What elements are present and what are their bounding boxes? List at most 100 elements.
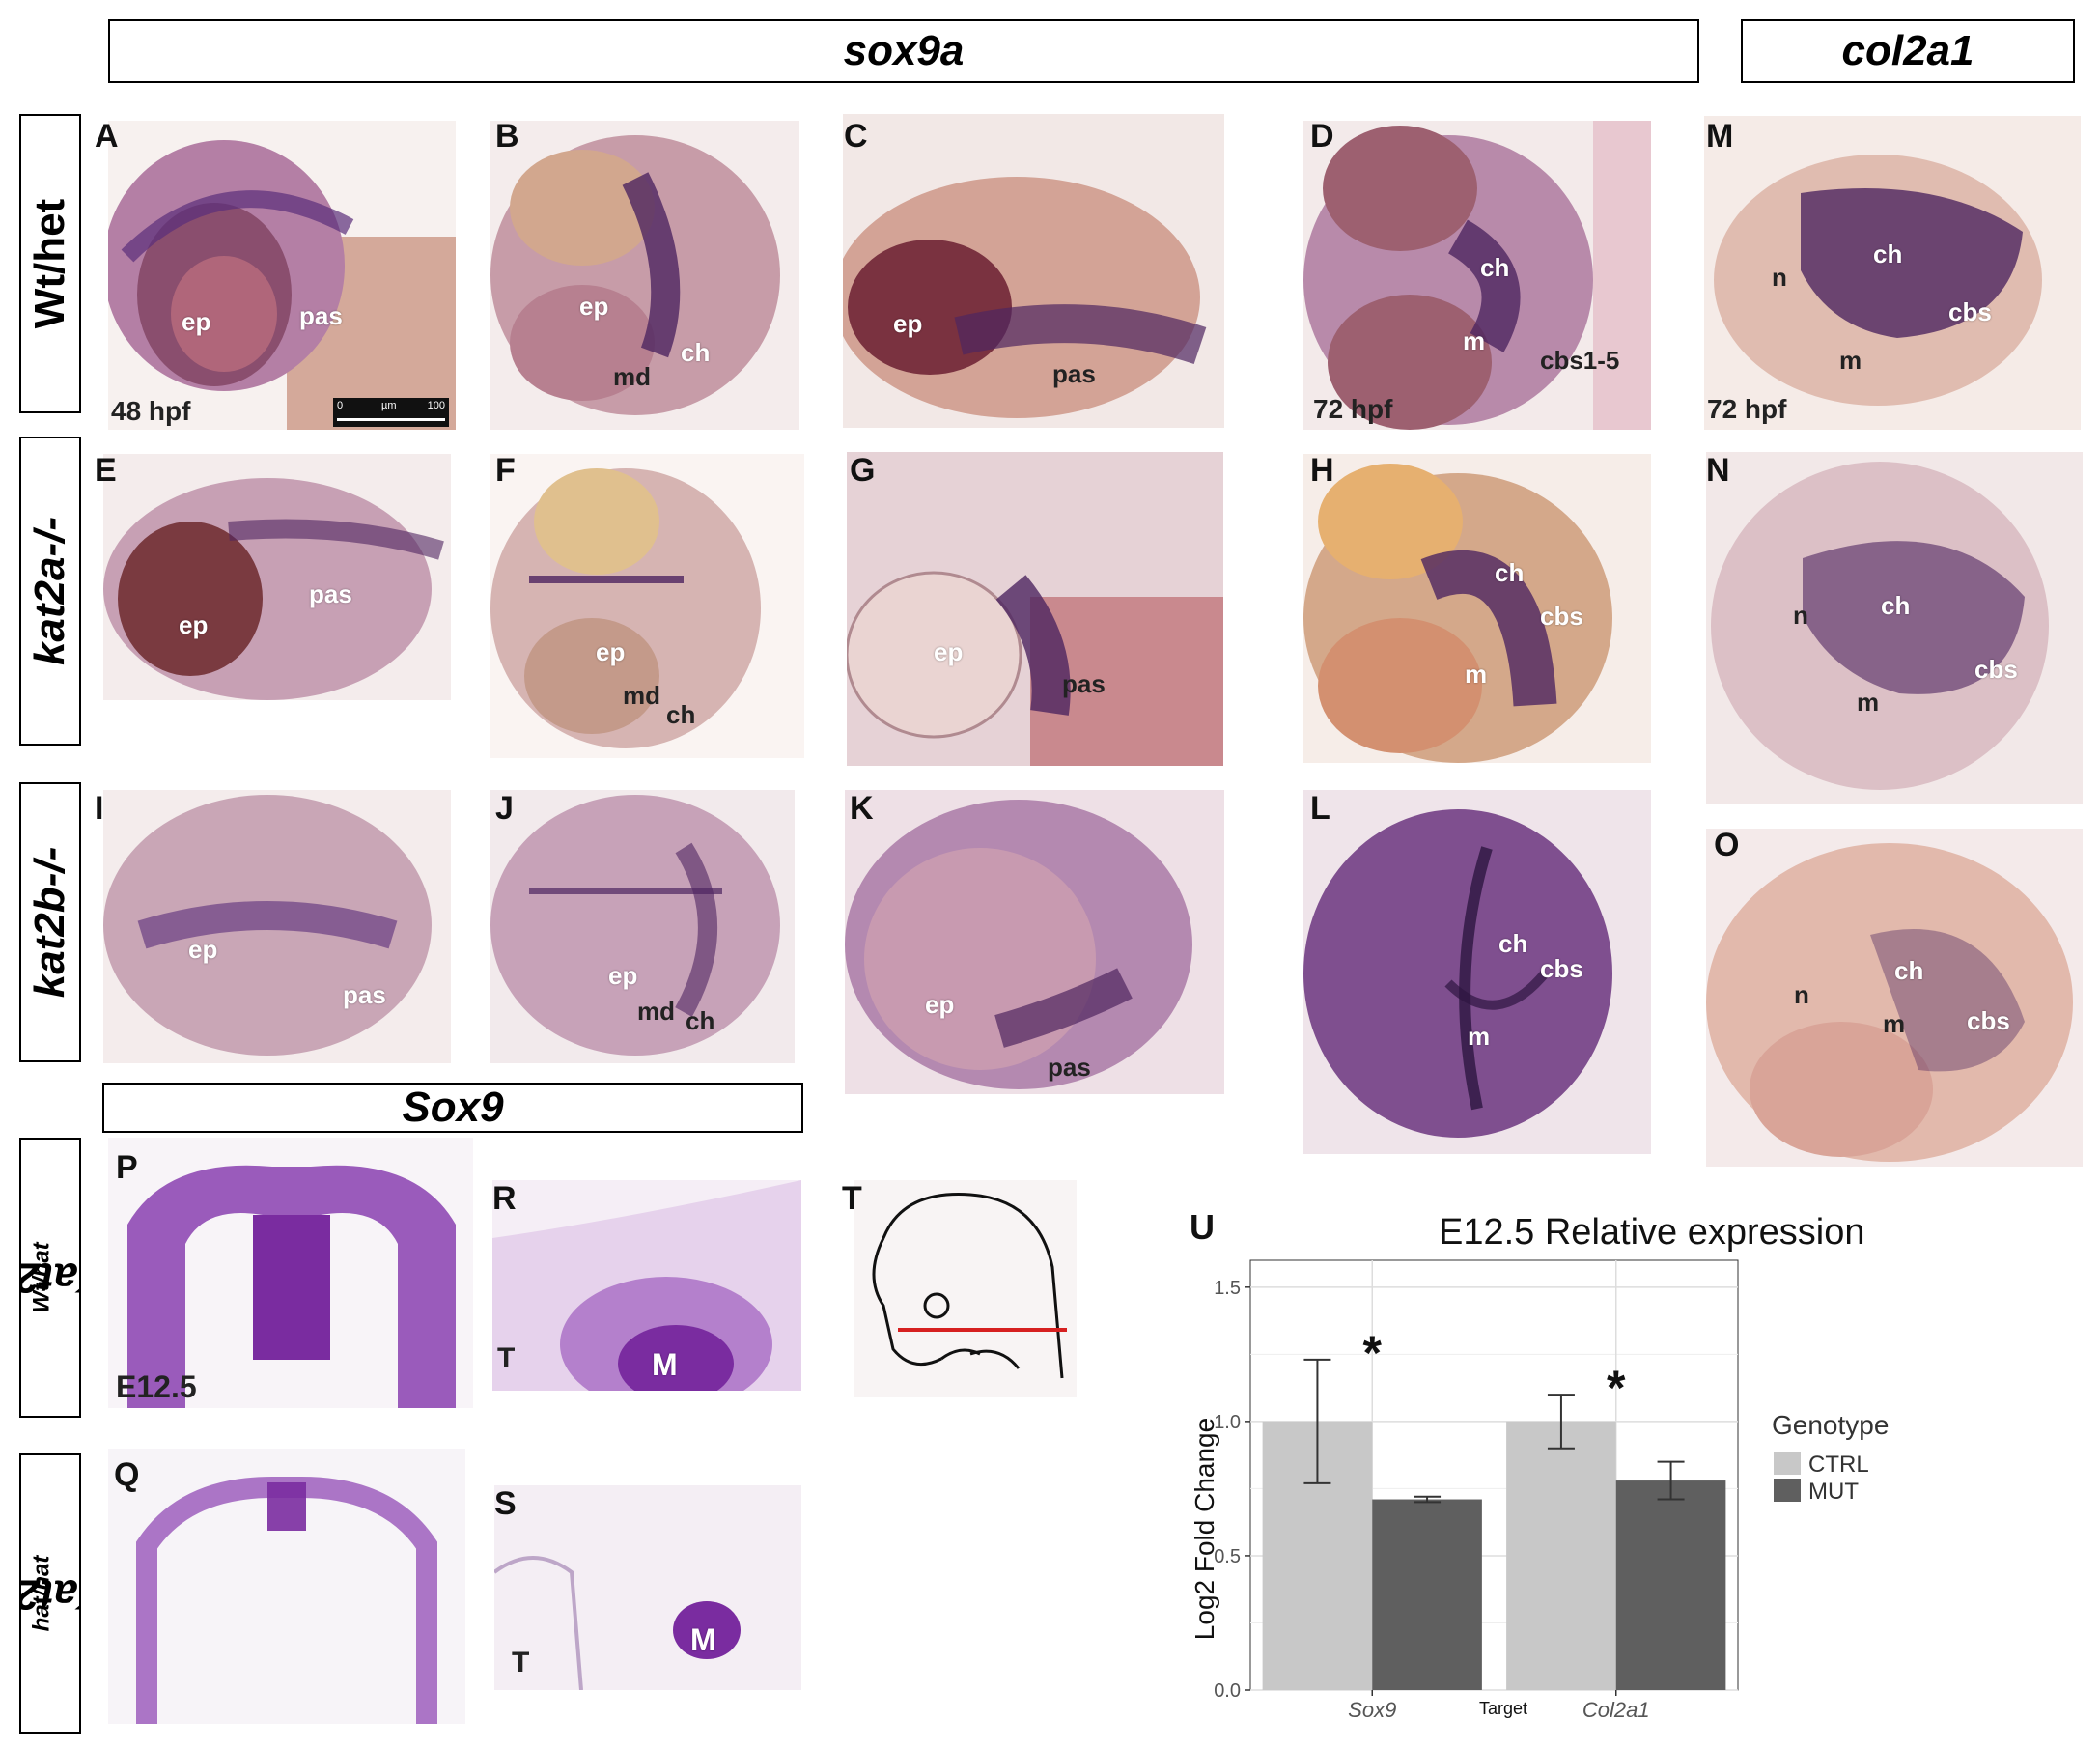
stage-label-48hpf: 48 hpf [111, 396, 191, 426]
panel-letter-h: H [1310, 452, 1334, 489]
label-cbs: cbs [1948, 297, 1992, 326]
y-tick-label: 0.5 [1214, 1546, 1241, 1567]
panel-f-image [490, 454, 804, 758]
panel-letter-o: O [1714, 827, 1740, 863]
panel-letter-g: G [850, 452, 876, 489]
label-M: M [690, 1622, 716, 1657]
row-label-kat2a: kat2a-/- [19, 437, 81, 746]
label-ep: ep [179, 610, 209, 639]
label-ep: ep [182, 307, 211, 336]
label-m: m [1839, 346, 1862, 375]
panel-letter-s: S [494, 1485, 517, 1522]
panel-letter-f: F [495, 452, 516, 489]
chart-xlabel: Target [1479, 1699, 1527, 1718]
header-sox9: Sox9 [102, 1083, 803, 1133]
legend-label-mut: MUT [1808, 1479, 1859, 1505]
stage-label-72hpf: 72 hpf [1313, 394, 1393, 424]
panel-letter-k: K [850, 790, 874, 827]
panel-k-image [845, 790, 1224, 1094]
y-tick-label: 1.5 [1214, 1278, 1241, 1299]
label-ch: ch [1873, 240, 1903, 268]
label-T: T [512, 1647, 530, 1678]
label-cbs: cbs [1974, 655, 2018, 684]
label-ep: ep [188, 935, 218, 964]
panel-j-image [490, 790, 795, 1063]
label-ch: ch [681, 338, 711, 367]
panel-m-image [1704, 116, 2081, 430]
x-tick-label: Sox9 [1348, 1698, 1396, 1722]
row-label-kat2b: kat2b-/- [19, 782, 81, 1062]
panel-s-image [494, 1485, 801, 1690]
label-md: md [623, 681, 660, 710]
label-m: m [1883, 1009, 1906, 1038]
label-ep: ep [579, 292, 609, 321]
header-col2a1: col2a1 [1741, 19, 2075, 83]
label-m: m [1463, 326, 1486, 355]
panel-r-image [492, 1180, 801, 1391]
label-n: n [1772, 263, 1787, 292]
label-m: m [1468, 1022, 1491, 1051]
panel-e-image [103, 454, 451, 700]
label-pas: pas [343, 980, 386, 1009]
legend-title: Genotype [1772, 1410, 1889, 1440]
panel-letter-e: E [95, 452, 117, 489]
label-ch: ch [1495, 558, 1525, 587]
stage-label-72hpf: 72 hpf [1707, 394, 1787, 424]
label-pas: pas [1048, 1053, 1091, 1082]
label-pas: pas [309, 579, 352, 608]
y-tick-label: 0.0 [1214, 1680, 1241, 1702]
label-ch: ch [1894, 956, 1924, 985]
panel-g-image [847, 452, 1223, 766]
header-sox9a: sox9a [108, 19, 1699, 83]
scale-bar: 0 µm 100 [333, 398, 449, 427]
panel-letter-t: T [842, 1180, 862, 1217]
label-ch: ch [666, 700, 696, 729]
label-cbs: cbs [1540, 954, 1583, 983]
label-ep: ep [596, 637, 626, 666]
panel-letter-r: R [492, 1180, 517, 1217]
significance-asterisk: * [1363, 1326, 1383, 1380]
label-cbs1-5: cbs1-5 [1540, 346, 1620, 375]
panel-letter-d: D [1310, 118, 1334, 155]
panel-letter-a: A [95, 118, 119, 155]
label-T: T [497, 1342, 516, 1374]
stage-label-e12-5: E12.5 [116, 1369, 197, 1404]
panel-letter-c: C [844, 118, 868, 155]
row-label-kat2a-wt-hat: Kat2aWt/hat [19, 1138, 81, 1418]
label-pas: pas [1052, 359, 1096, 388]
chart-title: E12.5 Relative expression [1439, 1212, 1864, 1253]
label-md: md [613, 362, 651, 391]
panel-l-image [1303, 790, 1651, 1154]
panel-letter-j: J [495, 790, 514, 827]
row-label-kat2a-hat-hat: Kat2ahat/hat [19, 1453, 81, 1734]
panel-p-image [108, 1138, 473, 1408]
y-tick-label: 1.0 [1214, 1412, 1241, 1433]
panel-letter-u: U [1190, 1207, 1215, 1247]
panel-letter-q: Q [114, 1456, 140, 1493]
label-n: n [1793, 601, 1808, 630]
label-cbs: cbs [1967, 1006, 2010, 1035]
panel-a-image [108, 121, 456, 430]
panel-letter-i: I [95, 790, 104, 827]
panel-n-image [1706, 452, 2083, 804]
label-n: n [1794, 980, 1809, 1009]
label-ch: ch [1498, 929, 1528, 958]
label-m: m [1857, 688, 1880, 717]
label-cbs: cbs [1540, 602, 1583, 631]
panel-letter-l: L [1310, 790, 1330, 827]
chart-ylabel: Log2 Fold Change [1190, 1418, 1219, 1640]
x-tick-label: Col2a1 [1582, 1698, 1650, 1722]
panel-h-image [1303, 454, 1651, 763]
bar-mut [1615, 1480, 1726, 1690]
label-ch: ch [686, 1006, 715, 1035]
label-md: md [637, 997, 675, 1026]
panel-b-image [490, 121, 799, 430]
label-ep: ep [893, 309, 923, 338]
panel-q-image [108, 1449, 465, 1724]
legend-label-ctrl: CTRL [1808, 1452, 1869, 1478]
panel-c-image [843, 114, 1224, 428]
bar-mut [1372, 1499, 1482, 1690]
panel-letter-p: P [116, 1149, 138, 1186]
label-pas: pas [1062, 669, 1106, 698]
label-ch: ch [1881, 591, 1911, 620]
